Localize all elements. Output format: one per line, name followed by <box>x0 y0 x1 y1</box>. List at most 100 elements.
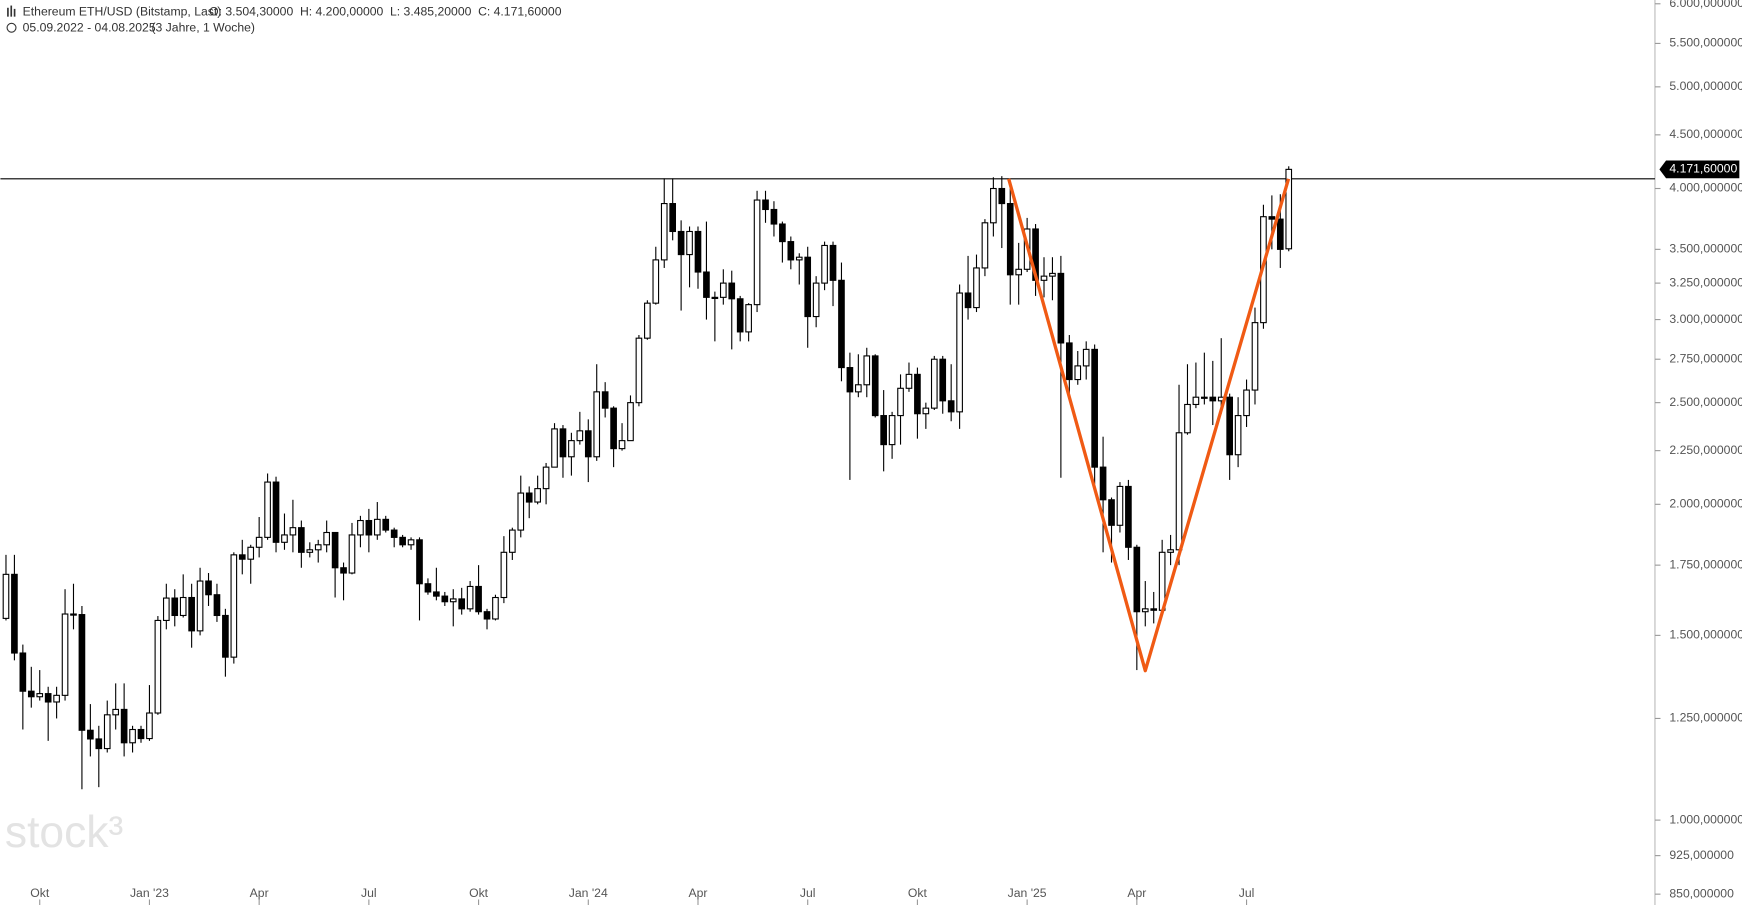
candle-body <box>61 613 69 696</box>
header-key: C: <box>478 4 490 18</box>
candle-body <box>323 531 330 546</box>
y-tick-label: 3.250,000000 <box>1669 275 1742 289</box>
candle-body <box>871 355 879 417</box>
candle-body <box>863 355 871 386</box>
candle-body <box>1116 485 1124 526</box>
y-tick-label: 5.500,000000 <box>1669 36 1742 50</box>
candle-body <box>500 551 508 599</box>
candle-body <box>1006 203 1014 276</box>
candle-body <box>95 738 103 750</box>
candle-body <box>27 690 35 698</box>
candle-body <box>357 519 364 536</box>
x-tick-label: Jan '25 <box>1008 886 1047 900</box>
candle-body <box>433 591 440 597</box>
candle-body <box>1209 396 1217 402</box>
candle-body <box>644 302 651 339</box>
candle-body <box>483 611 491 620</box>
candle-body <box>154 619 162 714</box>
candle-body <box>745 304 752 333</box>
date-range: 05.09.2022 - 04.08.2025 <box>23 21 156 35</box>
candle-body <box>838 279 845 369</box>
candle-body <box>1150 608 1158 611</box>
y-tick-label: 1.750,000000 <box>1669 557 1742 571</box>
candle-body <box>795 256 803 261</box>
candle-body <box>1268 216 1276 220</box>
candle-body <box>19 652 27 692</box>
candle-body <box>1082 348 1090 367</box>
y-tick-label: 3.500,000000 <box>1669 242 1742 256</box>
candle-body <box>703 271 710 298</box>
candle-body <box>458 598 466 610</box>
candle-body <box>1108 499 1115 526</box>
candle-body <box>1201 396 1208 399</box>
y-tick-label: 4.500,000000 <box>1669 127 1742 141</box>
candle-body <box>770 208 778 225</box>
candle-body <box>601 391 609 409</box>
header-key: O: <box>209 4 222 18</box>
y-tick-label: 5.000,000000 <box>1669 79 1742 93</box>
ohlc-header: O: 3.504,30000 H: 4.200,00000 L: 3.485,20000 C… <box>209 4 562 18</box>
candle-body <box>112 708 120 716</box>
candle-body <box>534 488 541 503</box>
candle-body <box>998 187 1006 205</box>
candle-body <box>930 358 938 409</box>
candle-body <box>424 583 432 593</box>
candle-body <box>441 595 449 603</box>
candle-body <box>1057 272 1065 344</box>
candle-body <box>78 614 86 731</box>
candle-body <box>568 440 575 458</box>
candle-body <box>1065 342 1073 381</box>
y-tick-label: 1.500,000000 <box>1669 628 1742 642</box>
candle-body <box>255 536 263 548</box>
candle-body <box>1175 432 1183 551</box>
candle-body <box>306 549 314 553</box>
candle-body <box>171 597 179 617</box>
candle-body <box>416 539 423 585</box>
candle-body <box>1074 365 1082 381</box>
candle-body <box>551 428 558 468</box>
x-tick-label: Jul <box>361 886 377 900</box>
candle-body <box>146 712 153 740</box>
candle-body <box>584 430 592 458</box>
x-tick-label: Jul <box>800 886 816 900</box>
y-tick-label: 6.000,000000 <box>1669 0 1742 10</box>
candle-body <box>1184 403 1191 434</box>
candle-body <box>179 596 187 617</box>
candle-body <box>53 694 60 703</box>
candle-body <box>1040 275 1048 281</box>
candle-body <box>1167 549 1174 553</box>
candle-body <box>576 430 584 442</box>
x-tick-label: Okt <box>30 886 50 900</box>
header-value: 4.200,00000 <box>315 4 383 18</box>
candle-body <box>694 230 702 273</box>
period: (3 Jahre, 1 Woche) <box>151 21 255 35</box>
candle-body <box>222 614 229 658</box>
candle-body <box>627 402 634 442</box>
candle-body <box>812 282 820 318</box>
candle-body <box>230 554 238 658</box>
candle-body <box>593 391 601 458</box>
header-key: H: <box>300 4 312 18</box>
candle-body <box>11 573 18 654</box>
y-tick-label: 850,000000 <box>1669 886 1734 900</box>
header-value: 3.485,20000 <box>404 4 472 18</box>
candle-body <box>331 531 339 569</box>
candle-body <box>517 492 525 531</box>
y-tick-label: 3.000,000000 <box>1669 312 1742 326</box>
candle-body <box>939 358 947 402</box>
header-value: 3.504,30000 <box>225 4 293 18</box>
candle-body <box>880 415 887 446</box>
watermark: stock³ <box>5 808 123 857</box>
candle-body <box>70 613 77 616</box>
candle-body <box>762 199 769 211</box>
candle-body <box>129 728 136 744</box>
candle-body <box>509 529 516 553</box>
header-icon <box>7 5 16 17</box>
candle-body <box>281 534 288 543</box>
candle-body <box>1049 272 1056 277</box>
y-tick-label: 2.000,000000 <box>1669 497 1742 511</box>
candle-body <box>821 244 828 284</box>
candle-body <box>686 230 693 256</box>
candle-body <box>365 519 373 536</box>
